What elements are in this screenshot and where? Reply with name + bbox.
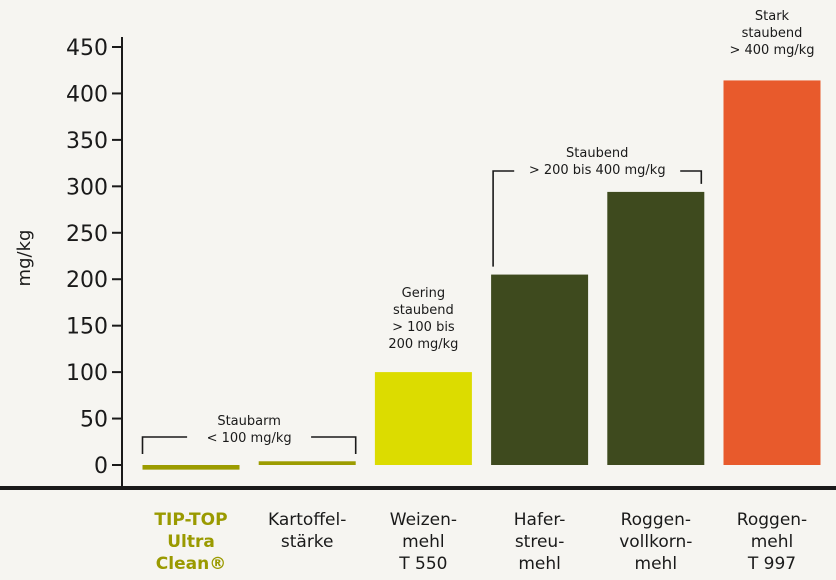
annotation-line: Staubend [566, 146, 628, 161]
annotation-bracket [492, 170, 703, 267]
annotation-line: < 100 mg/kg [207, 431, 292, 446]
y-tick-label: 200 [66, 268, 108, 293]
annotation-text: Stark staubend > 400 mg/kg [729, 9, 814, 58]
category-label-line: Kartoffel- [268, 510, 346, 530]
y-tick-label: 0 [94, 454, 108, 479]
annotation-line: staubend [742, 26, 803, 41]
category-label-line: Clean® [156, 554, 226, 574]
bar [607, 191, 705, 465]
category-label: Weizen-mehl T 550 [390, 510, 457, 574]
category-labels: TIP-TOP Ultra Clean® Kartoffel-stärke Weizen… [154, 510, 807, 574]
y-tick-label: 150 [66, 315, 108, 340]
category-label: Roggen-vollkorn-mehl [619, 510, 692, 574]
y-tick-label: 50 [80, 408, 108, 433]
category-label: Kartoffel-stärke [268, 510, 346, 552]
annotation-line: staubend [393, 303, 454, 318]
category-label: Hafer-streu-mehl [514, 510, 566, 574]
annotation-text: Staubarm < 100 mg/kg [207, 414, 292, 446]
bar [374, 372, 472, 465]
category-label-line: TIP-TOP [154, 510, 227, 530]
category-label-line: T 550 [398, 554, 447, 574]
annotation-line: Staubarm [217, 414, 281, 429]
category-label-line: vollkorn- [619, 532, 692, 552]
y-tick-label: 400 [66, 82, 108, 107]
bar [258, 461, 356, 465]
category-label-line: streu- [515, 532, 565, 552]
category-label-line: Roggen- [621, 510, 691, 530]
annotation-line: > 400 mg/kg [729, 43, 814, 58]
category-label-line: Ultra [167, 532, 215, 552]
category-label-line: T 997 [747, 554, 796, 574]
x-axis-line [0, 486, 836, 490]
category-label-line: mehl [751, 532, 794, 552]
category-label-line: mehl [635, 554, 678, 574]
y-tick-label: 350 [66, 129, 108, 154]
category-label-line: Weizen- [390, 510, 457, 530]
bar [142, 465, 240, 470]
category-label-line: stärke [281, 532, 334, 552]
annotation-bracket [141, 436, 357, 454]
category-label-line: mehl [518, 554, 561, 574]
y-axis: 0 50 100 150 200 250 300 350 400 450 [66, 36, 123, 486]
y-tick-label: 450 [66, 36, 108, 61]
bar [491, 274, 589, 465]
y-tick-label: 300 [66, 175, 108, 200]
category-label-line: Hafer- [514, 510, 566, 530]
y-axis-title: mg/kg [14, 230, 35, 287]
annotation-line: > 100 bis [392, 320, 455, 335]
category-label-line: Roggen- [737, 510, 807, 530]
annotations: Staubarm < 100 mg/kg Gering staubend > 100 b… [141, 9, 815, 454]
annotation-line: > 200 bis 400 mg/kg [529, 163, 666, 178]
category-label-line: mehl [402, 532, 445, 552]
y-tick-label: 100 [66, 361, 108, 386]
annotation-text: Staubend > 200 bis 400 mg/kg [529, 146, 666, 178]
category-label: Roggen-mehl T 997 [737, 510, 807, 574]
annotation-text: Gering staubend > 100 bis 200 mg/kg [388, 286, 458, 352]
annotation-line: Stark [755, 9, 790, 24]
annotation-line: Gering [402, 286, 446, 301]
category-label: TIP-TOP Ultra Clean® [154, 510, 227, 574]
y-tick-label: 250 [66, 222, 108, 247]
bars [0, 80, 836, 490]
bar [723, 80, 821, 465]
annotation-line: 200 mg/kg [388, 337, 458, 352]
